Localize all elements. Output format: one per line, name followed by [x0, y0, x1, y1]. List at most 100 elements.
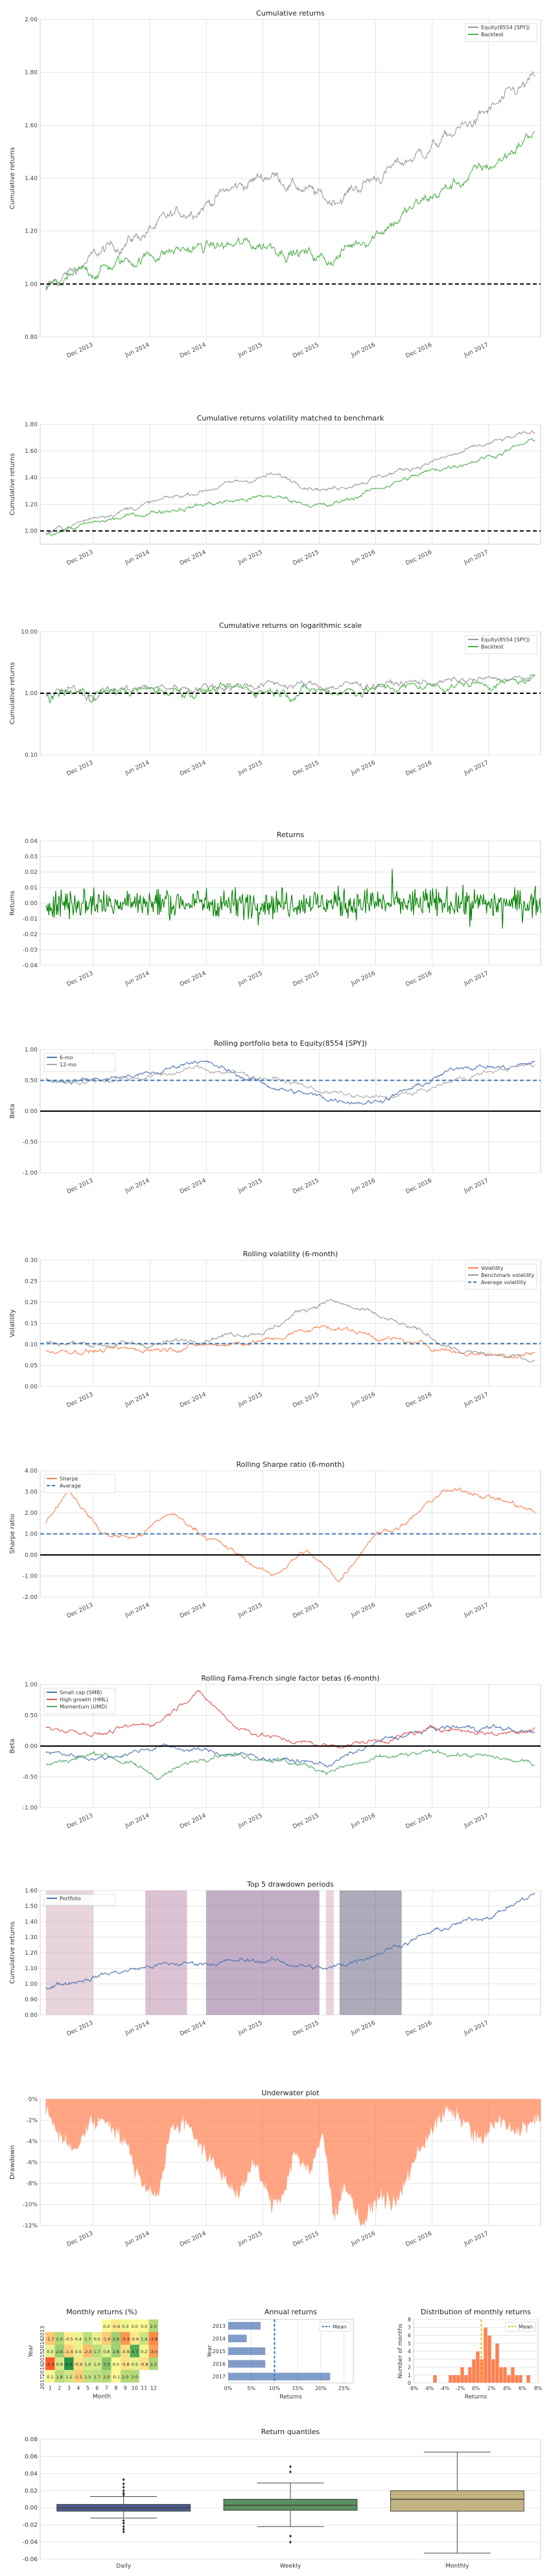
x-tick-label: Jun 2014 — [124, 760, 150, 777]
series-line — [45, 430, 535, 535]
heatmap-cell-value: 2.2 — [150, 2362, 157, 2367]
heatmap-cell-value: 2.6 — [113, 2336, 119, 2341]
heatmap-cell — [111, 2357, 121, 2370]
return-quantiles-chart: -0.06 -0.04 -0.02 0.00 0.02 0.04 0.06 0.08 Daily… — [23, 2428, 541, 2570]
heatmap-row-label: 2016 — [40, 2363, 45, 2376]
y-tick-label: 3 — [408, 2356, 411, 2362]
heatmap-cell — [92, 2357, 102, 2370]
y-tick-label: 1.60 — [25, 122, 38, 129]
y-tick-label: 0.08 — [25, 2437, 38, 2443]
histogram-bar — [483, 2327, 488, 2384]
x-tick-label: Jun 2017 — [463, 971, 489, 987]
y-tick-label: 2017 — [213, 2374, 226, 2380]
heatmap-cell-value: -0.6 — [111, 2324, 120, 2329]
y-tick-label: 2.00 — [25, 1510, 38, 1517]
outlier — [122, 2527, 125, 2531]
y-tick-label: 0.04 — [25, 2471, 38, 2478]
heatmap-cell-value: 0.3 — [122, 2324, 128, 2329]
heatmap-col-label: 1 — [49, 2386, 52, 2391]
x-tick-label: Dec 2015 — [292, 342, 320, 360]
x-axis-label: Month — [93, 2394, 111, 2400]
y-tick-label: -0.06 — [23, 2557, 38, 2563]
y-tick-label: 1.60 — [25, 1888, 38, 1894]
legend-box — [465, 635, 537, 654]
legend-box — [43, 1474, 116, 1493]
x-tick-label: Dec 2016 — [405, 1392, 434, 1409]
y-tick-label: 0.20 — [25, 1300, 38, 1306]
heatmap-cell-value: 2.0 — [132, 2375, 138, 2380]
x-tick-label: Dec 2014 — [179, 2231, 207, 2248]
chart-title: Underwater plot — [261, 2089, 320, 2097]
y-axis-label: Year — [28, 2345, 34, 2358]
x-tick-label: Jun 2016 — [350, 2020, 377, 2037]
heatmap-cell — [92, 2370, 102, 2383]
heatmap-cell — [130, 2357, 139, 2370]
y-tick-label: 0.00 — [25, 901, 38, 907]
legend-label: 12-mo — [60, 1062, 76, 1068]
chart-title: Top 5 drawdown periods — [246, 1880, 334, 1889]
legend-label: Mean — [333, 2324, 347, 2330]
outlier — [122, 2493, 125, 2497]
heatmap-col-label: 5 — [86, 2386, 89, 2391]
heatmap-cell-value: 0.0 — [141, 2324, 147, 2329]
x-tick-label: Jun 2016 — [350, 1813, 377, 1830]
chart-title: Rolling Fama-French single factor betas … — [201, 1674, 379, 1683]
histogram-bar — [495, 2343, 500, 2384]
heatmap-row-label: 2015 — [40, 2351, 45, 2364]
y-tick-label: 1.50 — [25, 1903, 38, 1910]
x-tick-label: Jun 2017 — [463, 1392, 489, 1409]
series-line — [45, 1488, 535, 1583]
x-tick-label: Jun 2016 — [350, 1392, 377, 1409]
x-tick-label: Jun 2017 — [463, 1178, 489, 1195]
y-tick-label: -6% — [26, 2160, 38, 2167]
y-tick-label: -0.03 — [23, 947, 38, 954]
heatmap-cell — [92, 2319, 102, 2332]
x-tick-label: Jun 2014 — [124, 1392, 150, 1409]
x-tick-label: Dec 2013 — [66, 760, 94, 777]
outlier — [122, 2525, 125, 2529]
y-tick-label: 0.80 — [25, 334, 38, 341]
monthly-heatmap: Monthly returns (%)2013 0.0 -0.6 0.3 0.0 0.0 2… — [28, 2308, 158, 2400]
series-line — [45, 438, 535, 536]
heatmap-cell — [148, 2357, 158, 2370]
x-tick-label: Jun 2015 — [237, 971, 263, 987]
heatmap-cell — [54, 2319, 64, 2332]
y-tick-label: 0.80 — [25, 2012, 38, 2019]
legend-label: Backtest — [481, 32, 504, 38]
y-tick-label: 1.00 — [25, 528, 38, 535]
histogram-bar — [432, 2375, 438, 2384]
bar — [228, 2347, 266, 2355]
heatmap-cell — [139, 2332, 149, 2345]
heatmap-cell-value: -0.5 — [65, 2336, 73, 2341]
y-tick-label: -2.00 — [23, 1594, 38, 1601]
y-tick-label: 0.00 — [25, 1552, 38, 1559]
x-tick-label: Jun 2015 — [237, 760, 263, 777]
x-tick-label: Jun 2014 — [124, 549, 150, 566]
x-tick-label: Dec 2015 — [292, 1813, 320, 1830]
heatmap-cell-value: 1.7 — [94, 2349, 100, 2354]
legend-label: 6-mo — [60, 1055, 73, 1061]
legend-label: Mean — [519, 2324, 533, 2330]
annual-returns-chart: 0% 5% 10% 15% 20% 25% 2013 2014 2015 2016 2017 Mean… — [207, 2308, 354, 2400]
y-axis-label: Cumulative returns — [9, 1922, 16, 1984]
legend-label: Benchmark volatility — [481, 1272, 535, 1278]
x-tick-label: -8% — [409, 2386, 419, 2391]
famafrench-panel: -1.00 -0.50 0.00 0.50 1.00 Dec 2013 Jun 2014 De… — [9, 1674, 541, 1830]
y-axis-label: Returns — [9, 891, 16, 915]
y-tick-label: 0.90 — [25, 1997, 38, 2003]
returns-panel: -0.04 -0.03 -0.02 -0.01 0.00 0.01 0.02 0.03 0.04… — [9, 831, 541, 988]
x-tick-label: Jun 2015 — [237, 549, 263, 566]
volmatched-panel: 1.00 1.20 1.40 1.60 1.80 Dec 2013 Jun 2014 Dec … — [9, 414, 541, 567]
x-tick-label: Jun 2016 — [350, 549, 377, 566]
heatmap-cell — [102, 2357, 111, 2370]
legend-label: Backtest — [481, 644, 504, 650]
heatmap-cell — [111, 2332, 121, 2345]
logscale-panel: 0.10 1.00 10.00 Dec 2013 Jun 2014 Dec 2014 Jun… — [9, 621, 541, 777]
y-tick-label: -0.01 — [23, 916, 38, 923]
x-tick-label: Jun 2015 — [237, 2231, 263, 2248]
heatmap-cell-value: 0.5 — [94, 2336, 100, 2341]
heatmap-cell-value: 0.0 — [103, 2324, 110, 2329]
heatmap-cell-value: 0.1 — [47, 2375, 53, 2380]
y-tick-label: 0.02 — [25, 869, 38, 876]
y-axis-label: Beta — [9, 1103, 16, 1118]
